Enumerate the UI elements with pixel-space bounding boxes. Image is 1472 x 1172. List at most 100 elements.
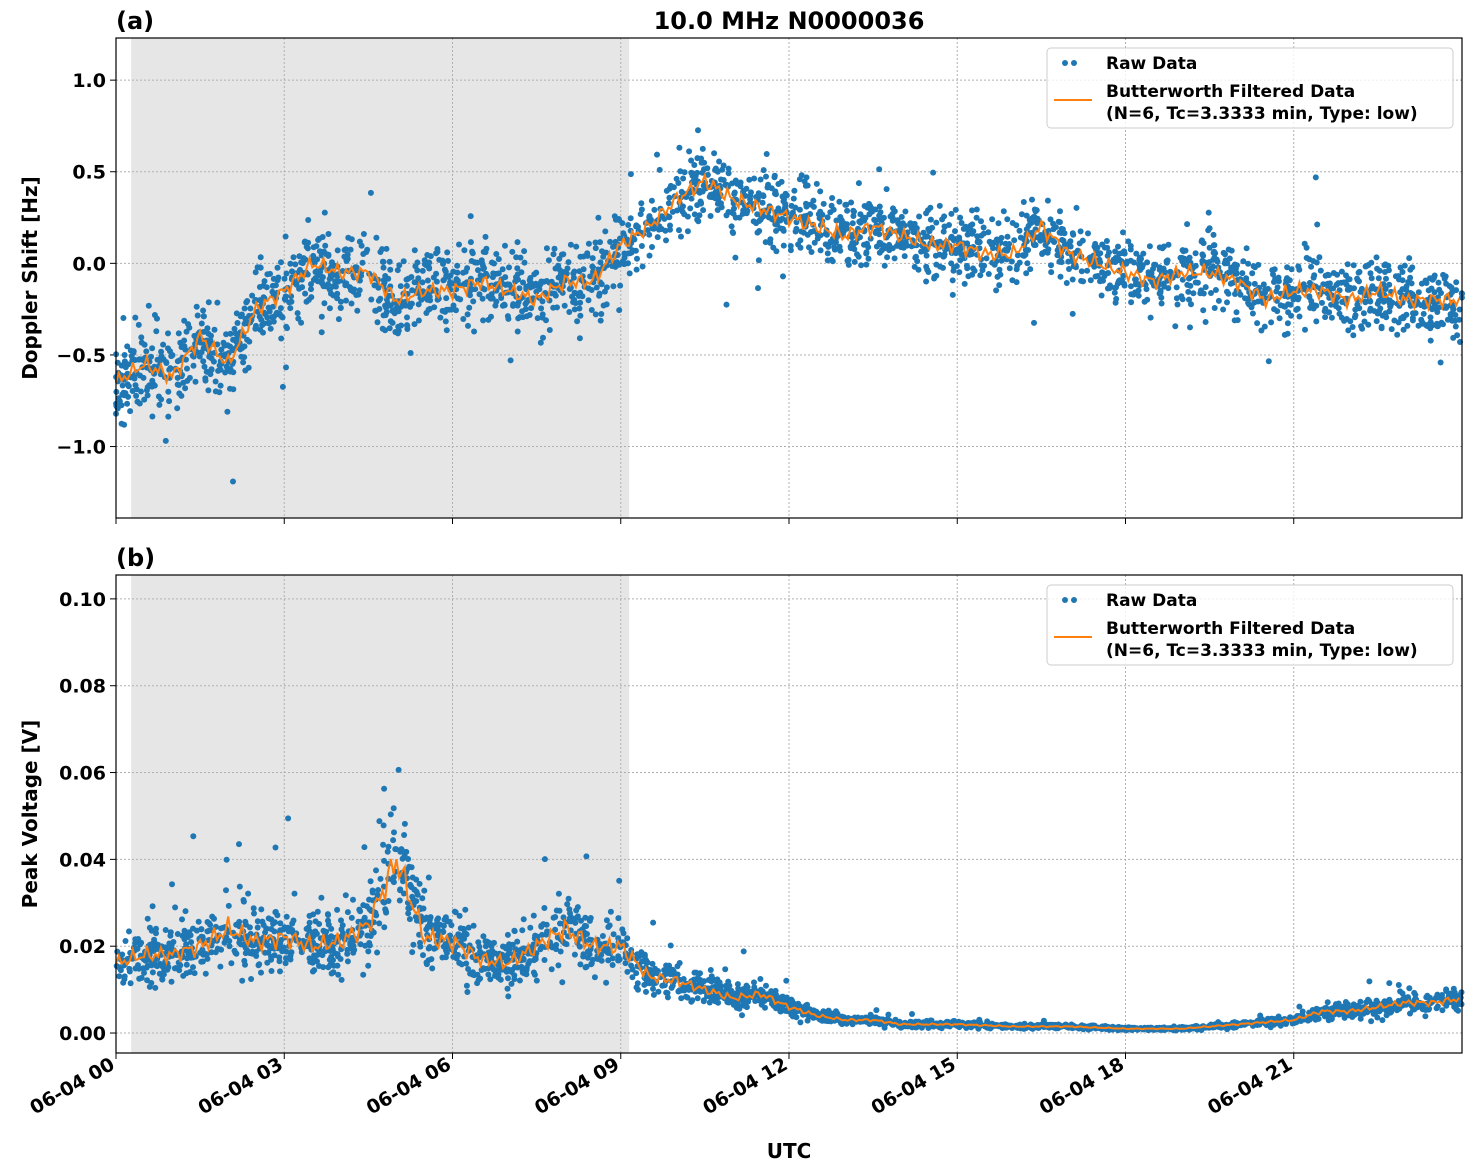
raw-point [275,274,282,281]
raw-point [451,908,458,915]
raw-point [1386,301,1393,307]
raw-point [996,282,1003,289]
raw-point [445,257,451,264]
raw-point [471,328,478,335]
raw-point [863,250,870,257]
raw-point [960,225,967,232]
raw-point [1409,291,1416,298]
raw-point [610,283,617,290]
raw-point [246,924,253,931]
raw-point [1302,326,1308,333]
raw-point [427,297,434,304]
raw-point [1339,299,1346,305]
raw-point [676,227,682,234]
raw-point [495,270,502,277]
raw-point [772,221,779,228]
raw-point [466,942,473,949]
raw-point [1220,306,1227,313]
legend-marker-raw [1062,60,1068,66]
legend-box [1046,47,1454,129]
raw-point [1078,277,1085,284]
raw-point [511,927,518,934]
raw-point [1211,305,1218,311]
raw-point [192,378,199,385]
raw-point [697,978,704,985]
raw-point [499,266,506,273]
raw-point [175,382,182,388]
raw-point [1123,260,1130,267]
raw-point [1407,266,1414,273]
raw-point [667,222,673,229]
raw-point [160,971,167,978]
raw-point [504,943,511,950]
raw-point [1306,293,1313,300]
raw-point [1056,229,1063,236]
raw-point [513,254,520,261]
raw-point [448,306,455,313]
raw-point [375,887,382,893]
raw-point [337,298,344,305]
raw-point [467,239,474,246]
raw-point [408,300,415,307]
raw-point [867,235,874,242]
raw-point [1375,275,1382,282]
raw-point [1047,216,1054,223]
raw-point [676,144,683,151]
raw-point [688,157,695,164]
raw-point [894,217,901,224]
raw-point [825,243,832,250]
raw-point [1132,276,1138,283]
raw-point [389,319,396,326]
raw-point [487,976,494,983]
raw-point [359,259,366,266]
raw-point [1357,1011,1364,1018]
raw-point [156,401,163,408]
raw-point [918,248,925,255]
raw-point [153,328,160,335]
raw-point [751,175,758,182]
raw-point [521,248,528,255]
raw-point [1368,259,1375,266]
raw-point [1361,318,1368,325]
raw-point [144,392,151,399]
raw-point [1002,240,1009,247]
raw-point [415,301,422,308]
raw-point [871,216,878,223]
raw-point [1039,250,1046,257]
raw-point [252,269,259,276]
raw-point [279,383,286,390]
raw-point [265,949,272,956]
raw-point [230,478,236,485]
raw-point [188,939,195,946]
raw-point [207,371,214,378]
raw-point [573,243,580,250]
raw-point [1192,262,1199,269]
raw-point [174,405,181,412]
raw-point [342,892,349,899]
raw-point [257,326,264,333]
raw-point [616,307,623,314]
raw-point [897,225,904,232]
raw-point [792,228,799,235]
raw-point [474,971,481,978]
raw-point [1338,268,1345,275]
raw-point [1288,266,1295,273]
raw-point [865,255,872,262]
raw-point [1017,234,1024,241]
raw-point [940,228,947,235]
raw-point [866,200,872,207]
raw-point [1147,314,1154,321]
raw-point [541,957,548,963]
raw-point [348,285,355,292]
raw-point [543,278,550,284]
raw-point [381,924,388,931]
raw-point [621,261,628,268]
raw-point [592,245,599,252]
raw-point [278,313,285,320]
raw-point [212,388,219,395]
raw-point [453,307,459,314]
raw-point [433,278,440,285]
raw-point [666,214,672,221]
raw-point [1359,325,1366,332]
raw-point [855,180,862,187]
